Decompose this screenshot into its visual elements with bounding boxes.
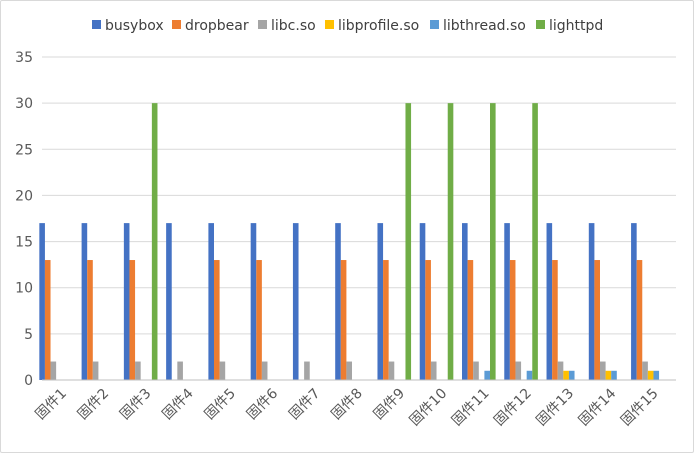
bar-dropbear-6 (256, 260, 262, 380)
y-tick-label: 20 (15, 188, 33, 204)
legend-swatch-libthread-so (430, 20, 439, 29)
y-tick-label: 30 (15, 96, 33, 112)
bar-dropbear-9 (383, 260, 389, 380)
legend-swatch-lighttpd (536, 20, 545, 29)
legend-label-lighttpd: lighttpd (549, 18, 603, 34)
x-tick-label: 固件4 (159, 385, 196, 422)
x-tick-label: 固件5 (202, 386, 239, 423)
bar-lighttpd-11 (490, 103, 496, 380)
y-tick-label: 5 (24, 327, 33, 343)
bar-libc-so-8 (346, 361, 352, 380)
legend-swatch-libprofile-so (325, 20, 334, 29)
bar-busybox-4 (166, 223, 172, 380)
x-tick-label: 固件12 (491, 386, 535, 430)
legend-label-dropbear: dropbear (185, 18, 249, 34)
bar-busybox-14 (588, 223, 595, 380)
bar-libprofile-so-13 (563, 370, 569, 380)
x-tick-label: 固件2 (75, 386, 112, 423)
bar-libc-so-10 (430, 361, 437, 380)
bar-dropbear-15 (636, 260, 643, 380)
y-tick-label: 25 (15, 142, 33, 158)
bar-dropbear-5 (214, 260, 220, 380)
x-tick-label: 固件14 (576, 385, 620, 429)
x-tick-label: 固件3 (117, 386, 154, 423)
bar-lighttpd-3 (151, 103, 158, 380)
x-tick-label: 固件7 (286, 386, 323, 423)
x-tick-label: 固件10 (407, 386, 451, 430)
bar-libc-so-14 (600, 361, 606, 380)
bar-libc-so-9 (388, 361, 395, 380)
x-tick-label: 固件13 (533, 386, 577, 430)
bar-libc-so-6 (261, 361, 268, 380)
bar-libthread-so-11 (484, 370, 490, 380)
bars (39, 103, 660, 380)
bar-busybox-15 (631, 223, 637, 380)
legend-label-libc-so: libc.so (271, 18, 316, 34)
bar-busybox-13 (546, 223, 553, 380)
bar-busybox-3 (123, 223, 130, 380)
legend: busybox dropbear libc.so libprofile.so libth… (92, 18, 603, 34)
y-tick-label: 0 (24, 373, 33, 389)
bar-libthread-so-14 (611, 370, 617, 380)
legend-swatch-dropbear (172, 20, 181, 29)
bar-libc-so-2 (92, 361, 99, 380)
y-tick-label: 35 (15, 50, 33, 66)
bar-busybox-1 (39, 223, 45, 380)
bar-dropbear-3 (129, 260, 136, 380)
bar-lighttpd-12 (532, 103, 538, 380)
bar-busybox-10 (419, 223, 426, 380)
x-tick-label: 固件11 (449, 386, 493, 430)
legend-swatch-busybox (92, 20, 101, 29)
bar-dropbear-12 (509, 260, 516, 380)
gridlines (42, 56, 676, 335)
legend-swatch-libc-so (258, 20, 267, 29)
x-axis: 固件1 固件2 固件3 固件4 固件5 固件6 固件7 固件8 固件9固件10固件11固件12固… (33, 379, 676, 430)
bar-dropbear-8 (340, 260, 347, 380)
x-tick-label: 固件6 (244, 385, 281, 422)
bar-libc-so-4 (177, 361, 183, 380)
bar-libc-so-7 (304, 361, 310, 380)
bar-dropbear-13 (552, 260, 558, 380)
bar-busybox-6 (250, 223, 257, 380)
bar-busybox-12 (504, 223, 510, 380)
bar-libc-so-11 (473, 361, 479, 380)
x-tick-label: 固件15 (618, 386, 662, 430)
bar-libc-so-12 (515, 361, 522, 380)
bar-busybox-7 (292, 223, 299, 380)
bar-dropbear-14 (594, 260, 600, 380)
bar-busybox-8 (335, 223, 341, 380)
bar-libthread-so-13 (568, 370, 575, 380)
bar-dropbear-10 (425, 260, 431, 380)
y-tick-label: 10 (15, 281, 33, 297)
x-tick-label: 固件8 (328, 386, 365, 423)
bar-dropbear-1 (44, 260, 51, 380)
bar-busybox-5 (208, 223, 214, 380)
legend-label-libprofile-so: libprofile.so (338, 18, 419, 34)
bar-lighttpd-9 (405, 103, 412, 380)
x-tick-label: 固件9 (371, 386, 408, 423)
bar-libc-so-5 (219, 361, 226, 380)
bar-libc-so-13 (557, 361, 564, 380)
bar-libprofile-so-15 (647, 370, 654, 380)
y-axis: 0 5 10 15 20 25 30 35 (15, 50, 33, 389)
legend-label-libthread-so: libthread.so (443, 18, 526, 34)
bar-libc-so-15 (642, 361, 648, 380)
bar-libthread-so-15 (653, 370, 660, 380)
bar-libprofile-so-14 (605, 370, 612, 380)
bar-libc-so-1 (50, 361, 57, 380)
bar-dropbear-2 (87, 260, 93, 380)
x-tick-label: 固件1 (33, 386, 70, 423)
bar-libthread-so-12 (526, 370, 533, 380)
bar-busybox-2 (81, 223, 88, 380)
legend-label-busybox: busybox (105, 18, 164, 34)
bar-dropbear-11 (467, 260, 474, 380)
bar-busybox-11 (462, 223, 468, 380)
y-tick-label: 15 (15, 235, 33, 251)
bar-libc-so-3 (135, 361, 141, 380)
bar-busybox-9 (377, 223, 384, 380)
bar-lighttpd-10 (447, 103, 454, 380)
